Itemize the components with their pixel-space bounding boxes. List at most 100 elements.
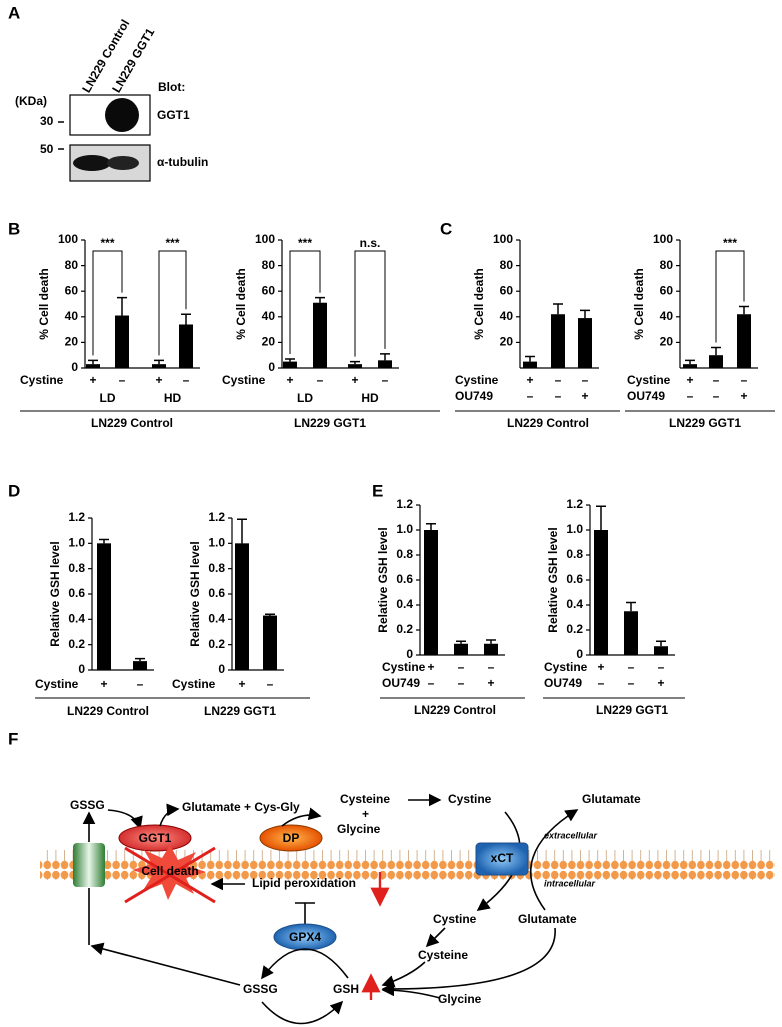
- error-bar: [135, 657, 145, 662]
- row-label: OU749: [382, 676, 420, 690]
- error-bar: [265, 613, 275, 616]
- transporter: xCT: [491, 851, 514, 865]
- bar: [578, 318, 592, 368]
- y-tick-label: 1.2: [68, 510, 85, 524]
- bar: [152, 364, 166, 368]
- condition: –: [488, 660, 495, 674]
- error-bar: [285, 358, 295, 362]
- y-tick-label: 0.2: [396, 622, 413, 636]
- bar: [263, 615, 277, 670]
- y-tick-label: 1.2: [396, 497, 413, 511]
- x-axis-label: LN229 GGT1: [294, 416, 366, 430]
- pathway-diagram: GSSG GGT1 Glutamate + Cys-Gly DP Cystein…: [40, 792, 775, 1025]
- marker: 50: [40, 142, 54, 156]
- error-bar: [88, 359, 98, 365]
- y-tick-label: 0.4: [566, 597, 583, 611]
- significance-bracket: [289, 250, 321, 355]
- bar: [348, 364, 362, 368]
- node: Cysteine: [340, 792, 390, 806]
- error-bar: [580, 309, 590, 319]
- node: GSSG: [243, 982, 278, 996]
- significance-bracket: [354, 250, 386, 357]
- condition: –: [267, 677, 274, 691]
- node: Glycine: [438, 992, 482, 1006]
- condition: –: [713, 389, 720, 403]
- bar: [424, 530, 438, 655]
- error-bar: [350, 360, 360, 365]
- condition: +: [238, 677, 245, 691]
- error-bar: [181, 313, 191, 325]
- y-axis-label: Relative GSH level: [188, 541, 202, 646]
- error-bar: [154, 359, 164, 365]
- y-tick-label: 0.4: [208, 612, 225, 626]
- row-label: Cystine: [35, 677, 79, 691]
- node: Cystine: [448, 792, 492, 806]
- y-axis-label: Relative GSH level: [546, 527, 560, 632]
- condition: –: [741, 373, 748, 387]
- bar: [484, 643, 498, 655]
- node: GSH: [333, 982, 359, 996]
- y-axis-label: % Cell death: [472, 268, 486, 339]
- y-tick-label: 60: [500, 283, 514, 297]
- significance: ***: [165, 236, 179, 250]
- node: Cell death: [141, 864, 198, 878]
- condition: +: [155, 373, 162, 387]
- condition: –: [555, 373, 562, 387]
- error-bar: [99, 538, 109, 544]
- y-tick-label: 1.0: [68, 536, 85, 550]
- y-tick-label: 0.8: [566, 547, 583, 561]
- condition: –: [582, 373, 589, 387]
- error-bar: [739, 305, 749, 315]
- panel-label: E: [372, 481, 383, 500]
- error-bar: [456, 640, 466, 644]
- condition: +: [526, 373, 533, 387]
- condition: –: [628, 660, 635, 674]
- y-tick-label: 0.8: [208, 561, 225, 575]
- node: Lipid peroxidation: [252, 876, 356, 890]
- y-axis-label: Relative GSH level: [48, 541, 62, 646]
- bar: [551, 314, 565, 368]
- significance-bracket: [92, 250, 123, 356]
- node: Glutamate + Cys-Gly: [182, 800, 300, 814]
- condition: –: [598, 676, 605, 690]
- condition: –: [382, 373, 389, 387]
- bar: [523, 361, 537, 368]
- y-tick-label: 1.2: [208, 510, 225, 524]
- note: intracellular: [544, 878, 596, 888]
- bar: [654, 646, 668, 655]
- panel-label: B: [8, 219, 20, 238]
- western-blot: LN229 Control LN229 GGT1 Blot: (KDa) 30 …: [15, 17, 208, 182]
- condition: –: [428, 676, 435, 690]
- error-bar: [380, 353, 390, 361]
- condition: –: [527, 389, 534, 403]
- significance: n.s.: [360, 236, 381, 250]
- x-axis-label: LN229 GGT1: [669, 416, 741, 430]
- y-tick-label: 60: [262, 283, 276, 297]
- error-bar: [117, 296, 127, 316]
- bar: [378, 360, 392, 368]
- significance: ***: [723, 236, 737, 250]
- error-bar: [426, 523, 436, 530]
- y-tick-label: 0.2: [208, 637, 225, 651]
- node: Glycine: [337, 822, 381, 836]
- condition: +: [286, 373, 293, 387]
- condition: +: [351, 373, 358, 387]
- condition: –: [458, 676, 465, 690]
- bar: [97, 543, 111, 670]
- condition: +: [89, 373, 96, 387]
- condition: –: [183, 373, 190, 387]
- y-tick-label: 1.0: [566, 522, 583, 536]
- error-bar: [626, 601, 636, 612]
- error-bar: [486, 639, 496, 644]
- y-tick-label: 1.0: [396, 522, 413, 536]
- node: Cysteine: [418, 948, 468, 962]
- row-label: OU749: [544, 676, 582, 690]
- condition: –: [317, 373, 324, 387]
- bar: [709, 355, 723, 368]
- y-tick-label: 0.8: [396, 547, 413, 561]
- condition: +: [100, 677, 107, 691]
- bar: [115, 315, 129, 368]
- y-tick-label: 40: [65, 309, 79, 323]
- condition: –: [713, 373, 720, 387]
